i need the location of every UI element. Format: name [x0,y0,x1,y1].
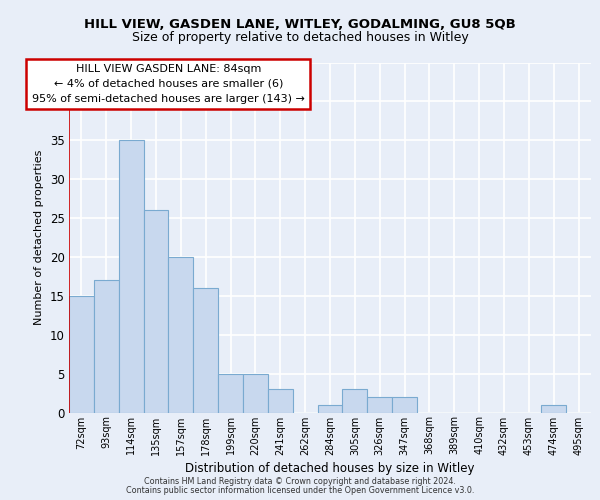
Y-axis label: Number of detached properties: Number of detached properties [34,150,44,325]
Bar [268,389,293,412]
Bar [94,280,119,412]
Text: Size of property relative to detached houses in Witley: Size of property relative to detached ho… [131,31,469,44]
Bar [243,374,268,412]
Bar [218,374,243,412]
Bar [317,404,343,412]
Bar [193,288,218,412]
Text: HILL VIEW GASDEN LANE: 84sqm
← 4% of detached houses are smaller (6)
95% of semi: HILL VIEW GASDEN LANE: 84sqm ← 4% of det… [32,64,305,104]
Text: Contains public sector information licensed under the Open Government Licence v3: Contains public sector information licen… [126,486,474,495]
Text: Contains HM Land Registry data © Crown copyright and database right 2024.: Contains HM Land Registry data © Crown c… [144,477,456,486]
Bar [343,389,367,412]
Bar [69,296,94,412]
Bar [119,140,143,412]
Bar [143,210,169,412]
Bar [169,257,193,412]
Bar [367,397,392,412]
X-axis label: Distribution of detached houses by size in Witley: Distribution of detached houses by size … [185,462,475,474]
Text: HILL VIEW, GASDEN LANE, WITLEY, GODALMING, GU8 5QB: HILL VIEW, GASDEN LANE, WITLEY, GODALMIN… [84,18,516,30]
Bar [541,404,566,412]
Bar [392,397,417,412]
